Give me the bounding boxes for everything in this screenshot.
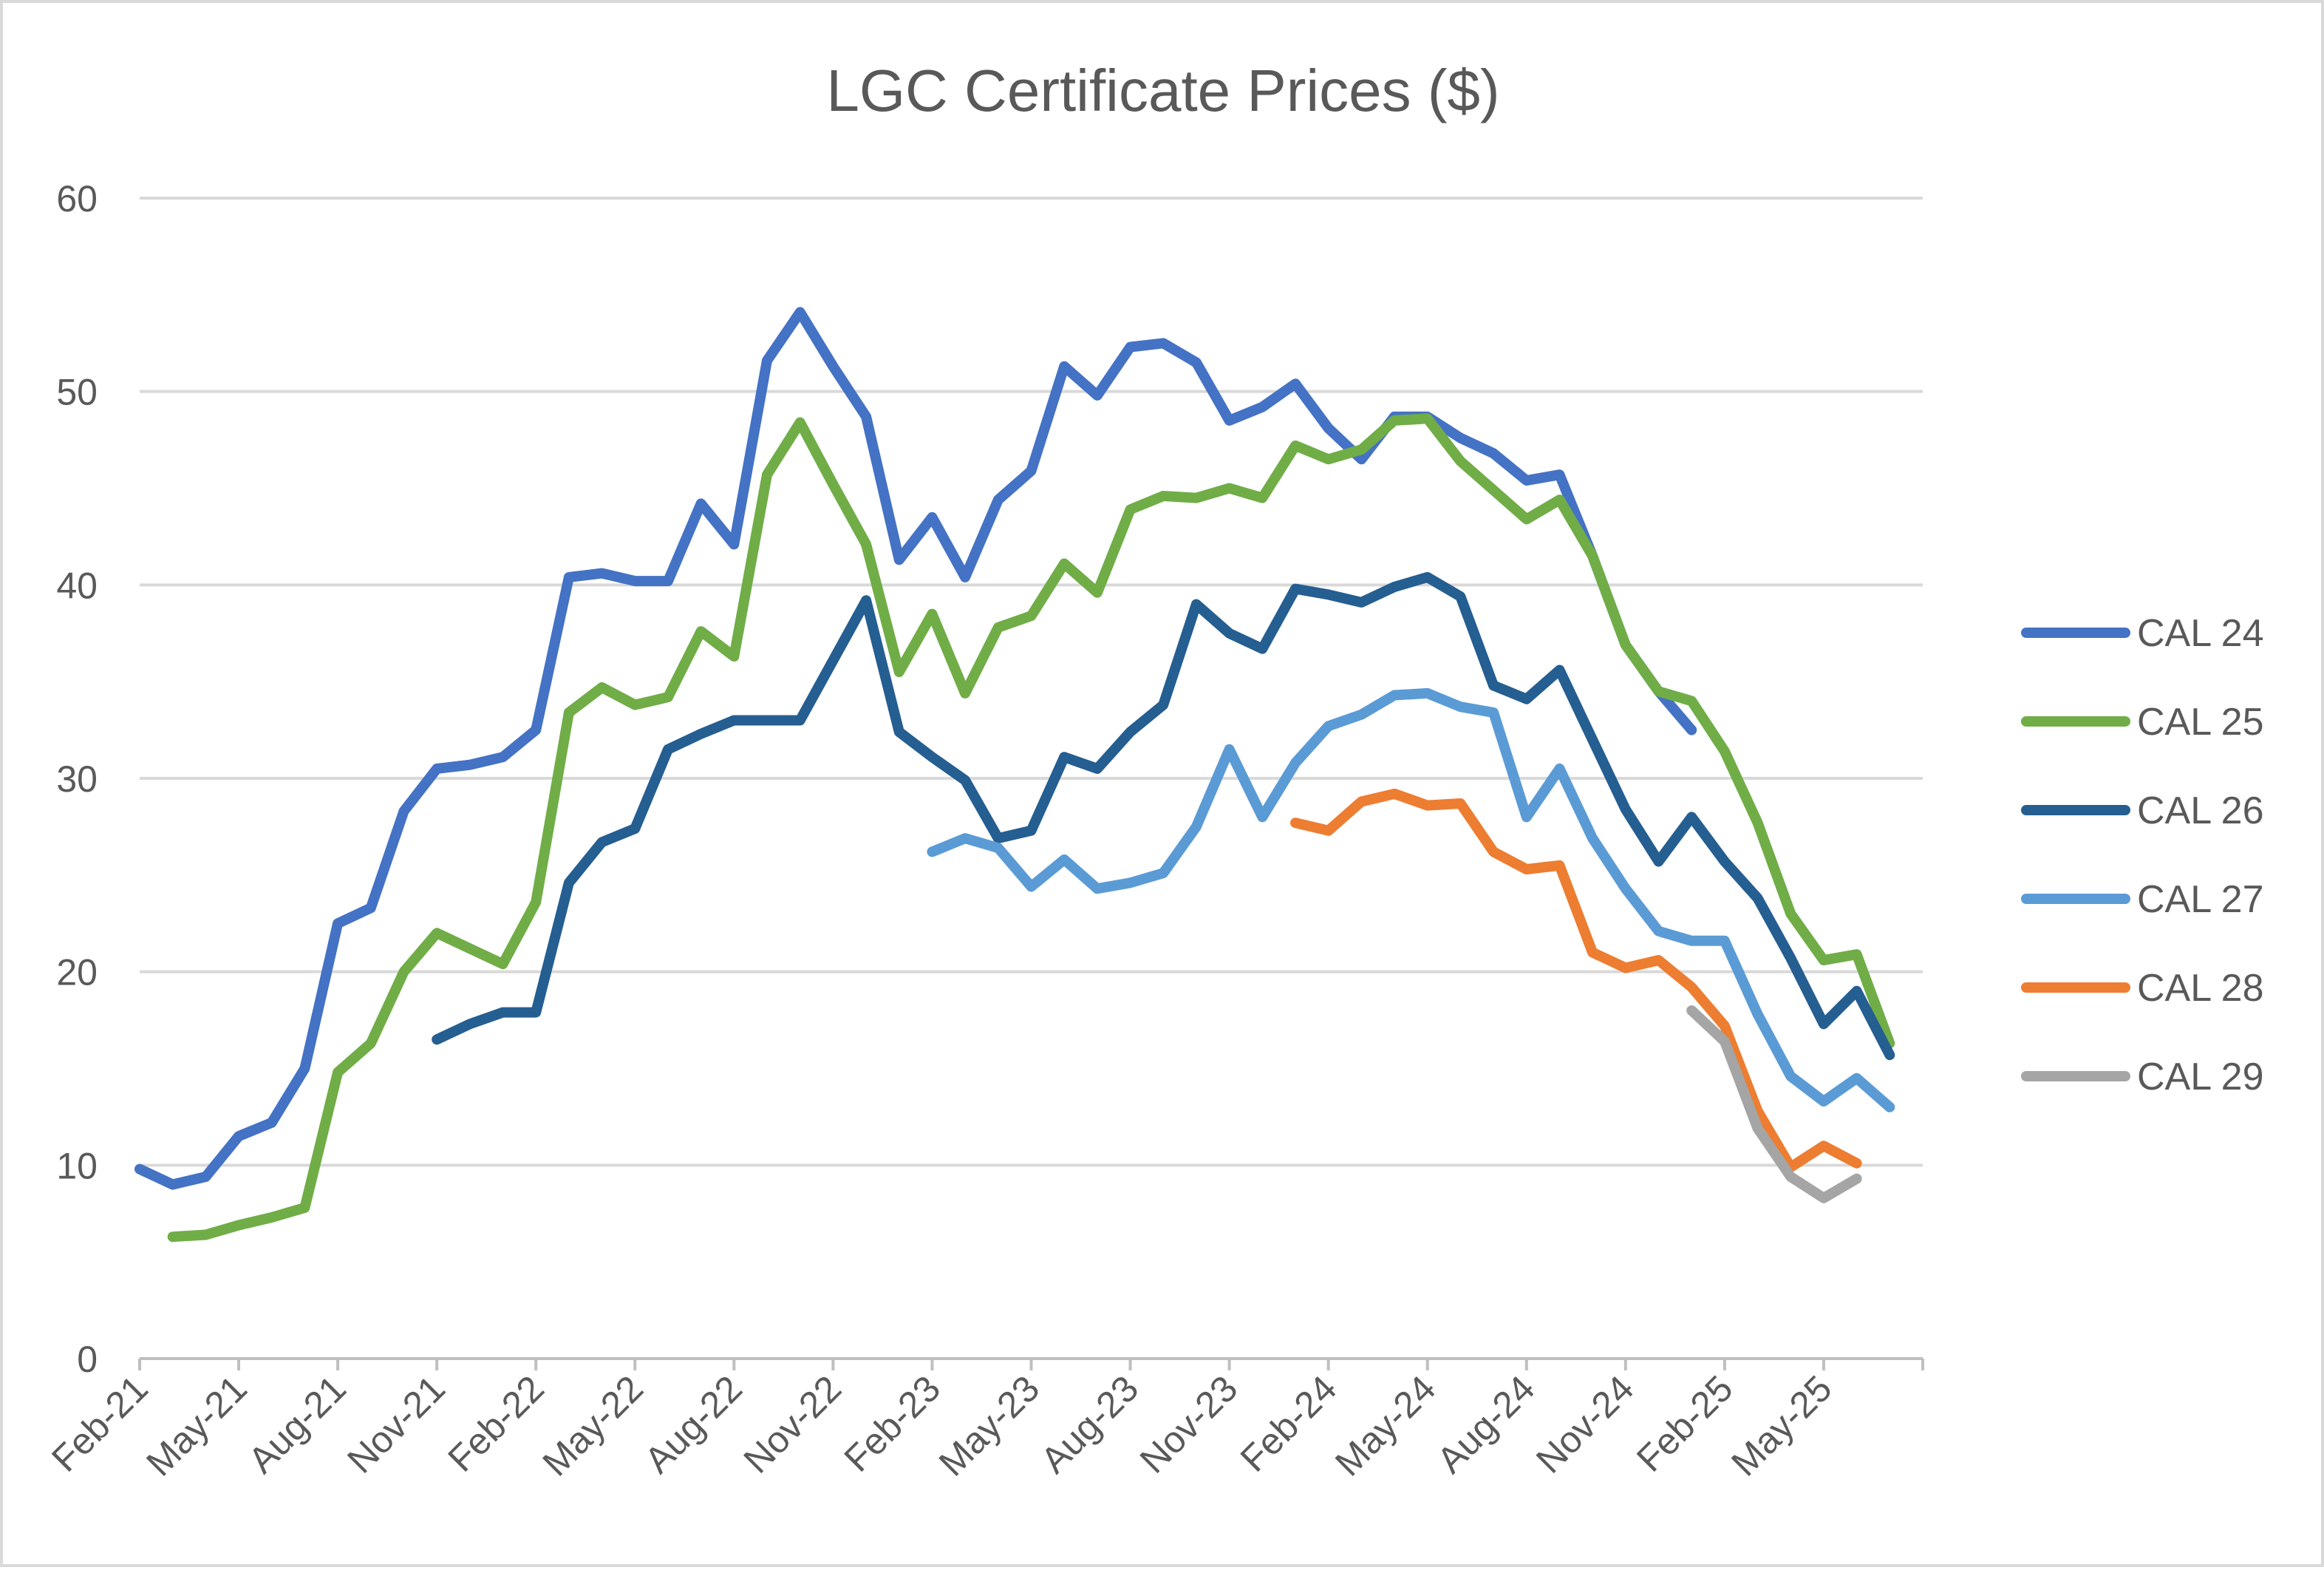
gridlines (140, 197, 1923, 1167)
x-tick-label: Aug-23 (1033, 1367, 1147, 1481)
x-tick-label: Nov-23 (1132, 1367, 1246, 1481)
legend-item: CAL 29 (2021, 1056, 2264, 1098)
y-axis-tick-labels: 0 10 20 30 40 50 60 (56, 178, 98, 1380)
x-tick-label: Feb-25 (1629, 1367, 1741, 1480)
x-tick-label: May-24 (1327, 1367, 1443, 1484)
x-axis: Feb-21May-21Aug-21Nov-21Feb-22May-22Aug-… (44, 1357, 1924, 1484)
y-tick-label: 60 (56, 178, 98, 220)
x-tick-label: Feb-22 (440, 1367, 552, 1480)
chart-title: LGC Certificate Prices ($) (826, 58, 1499, 123)
y-tick-label: 50 (56, 372, 98, 413)
series-line-cal-26 (432, 571, 1895, 1061)
x-tick-label: Feb-23 (836, 1367, 949, 1480)
y-tick-label: 30 (56, 758, 98, 800)
y-tick-label: 20 (56, 952, 98, 993)
x-tick-label: Nov-24 (1528, 1367, 1642, 1481)
legend-label: CAL 29 (2137, 1056, 2264, 1098)
series-lines (134, 307, 1895, 1243)
x-tick-label: May-21 (138, 1367, 254, 1484)
legend: CAL 24 CAL 25 CAL 26 CAL 27 CAL 28 CAL 29 (2021, 612, 2264, 1098)
series-line-cal-27 (927, 687, 1895, 1112)
series-line-cal-25 (167, 413, 1895, 1243)
legend-item: CAL 25 (2021, 701, 2264, 744)
x-tick-label: Feb-21 (44, 1367, 156, 1480)
legend-item: CAL 27 (2021, 878, 2264, 921)
x-tick-label: Aug-21 (240, 1367, 354, 1481)
legend-item: CAL 24 (2021, 612, 2264, 655)
x-tick-label: May-23 (931, 1367, 1047, 1484)
legend-label: CAL 28 (2137, 967, 2264, 1010)
x-tick-label: May-25 (1723, 1367, 1839, 1484)
series-line-cal-29 (1686, 1005, 1862, 1203)
x-tick-label: May-22 (535, 1367, 651, 1484)
legend-item: CAL 26 (2021, 789, 2264, 832)
x-tick-label: Nov-21 (339, 1367, 453, 1481)
y-tick-label: 0 (77, 1339, 98, 1380)
legend-label: CAL 27 (2137, 878, 2264, 921)
legend-label: CAL 26 (2137, 789, 2264, 832)
x-tick-label: Feb-24 (1233, 1367, 1345, 1480)
legend-item: CAL 28 (2021, 967, 2264, 1010)
x-tick-label: Aug-24 (1429, 1367, 1543, 1481)
line-chart: LGC Certificate Prices ($) 0 10 20 30 40 50 60… (44, 58, 2264, 1484)
legend-label: CAL 24 (2137, 612, 2264, 655)
y-tick-label: 10 (56, 1145, 98, 1186)
y-tick-label: 40 (56, 565, 98, 606)
series-line-cal-28 (1290, 788, 1862, 1172)
legend-label: CAL 25 (2137, 701, 2264, 744)
x-tick-label: Aug-22 (637, 1367, 751, 1481)
x-tick-label: Nov-22 (736, 1367, 850, 1481)
